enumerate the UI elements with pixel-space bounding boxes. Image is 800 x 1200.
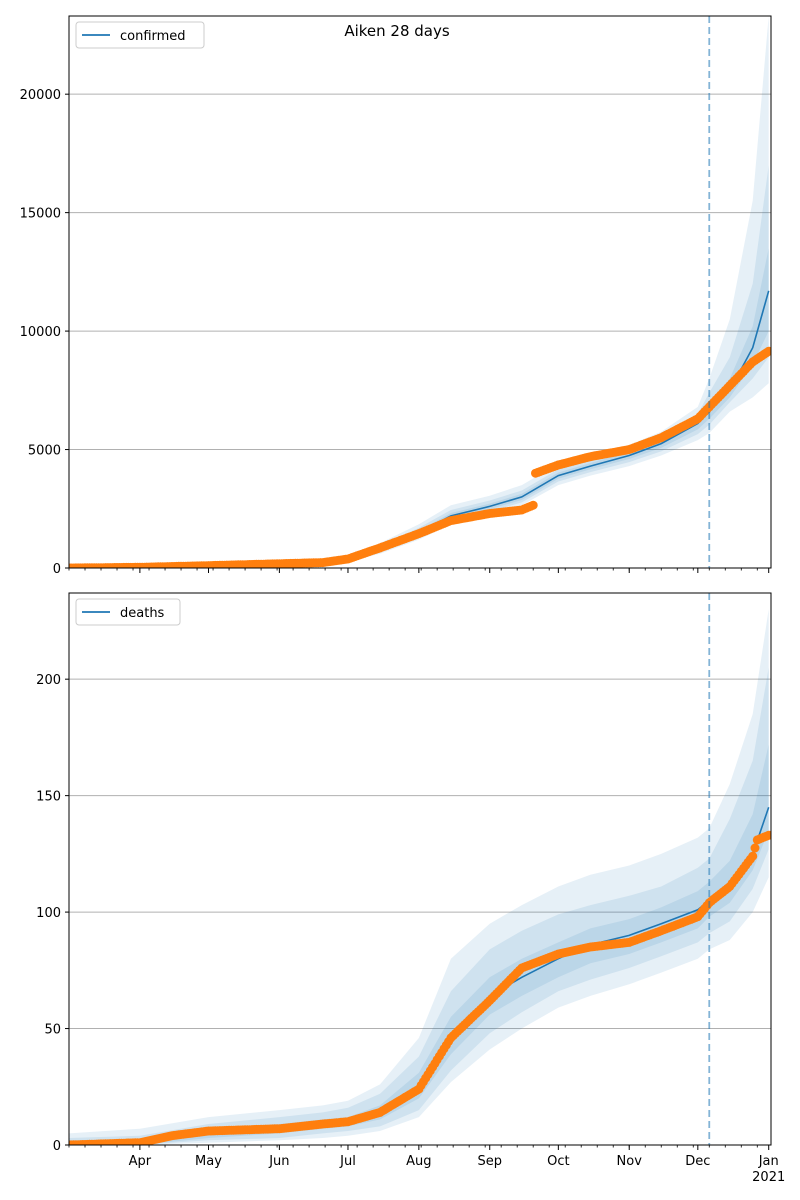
y-tick-label: 0 xyxy=(53,1139,61,1154)
y-tick-label: 20000 xyxy=(20,88,61,103)
y-tick-label: 200 xyxy=(36,673,61,688)
observed-series xyxy=(69,346,771,568)
band-outer xyxy=(69,609,769,1145)
x-tick-label: Nov xyxy=(617,1154,643,1169)
y-tick-label: 0 xyxy=(53,562,61,577)
band-middle xyxy=(69,165,769,568)
observed-point xyxy=(750,843,760,853)
y-tick-label: 150 xyxy=(36,790,61,805)
legend-label: confirmed xyxy=(120,29,186,44)
band-middle xyxy=(69,667,769,1145)
observed-point xyxy=(528,500,538,510)
x-tick-label: 2021 xyxy=(752,1170,785,1185)
x-tick-label: Jun xyxy=(268,1154,289,1169)
x-tick-label: Aug xyxy=(406,1154,431,1169)
y-tick-label: 5000 xyxy=(28,444,61,459)
confirmed-panel: 0 5000 10000 15000 20000 confirmed xyxy=(20,15,772,577)
x-tick-label: Oct xyxy=(547,1154,569,1169)
deaths-panel: 0 50 100 150 200 Apr May Jun Jul Aug Sep Oct Nov Dec J… xyxy=(36,592,785,1185)
axes-frame xyxy=(68,15,772,569)
x-tick-label: May xyxy=(195,1154,222,1169)
chart-title: Aiken 28 days xyxy=(344,22,450,40)
x-tick-label: Sep xyxy=(477,1154,502,1169)
x-tick-label: Apr xyxy=(129,1154,152,1169)
plot-area xyxy=(69,16,771,568)
plot-area xyxy=(69,609,771,1145)
y-tick-label: 100 xyxy=(36,906,61,921)
observed-point xyxy=(748,851,758,861)
legend-label: deaths xyxy=(120,606,165,621)
legend: deaths xyxy=(75,598,181,626)
x-tick-label: Dec xyxy=(685,1154,710,1169)
observed-series xyxy=(69,830,771,1145)
legend: confirmed xyxy=(75,21,205,49)
x-tick-label: Jul xyxy=(339,1154,356,1169)
observed-point xyxy=(764,830,771,840)
x-tick-label: Jan xyxy=(758,1154,779,1169)
y-tick-label: 15000 xyxy=(20,207,61,222)
legend-box xyxy=(75,21,205,49)
y-tick-label: 50 xyxy=(44,1023,61,1038)
y-tick-label: 10000 xyxy=(20,325,61,340)
observed-point xyxy=(764,346,771,356)
legend-box xyxy=(75,598,181,626)
axes-frame xyxy=(68,592,772,1146)
